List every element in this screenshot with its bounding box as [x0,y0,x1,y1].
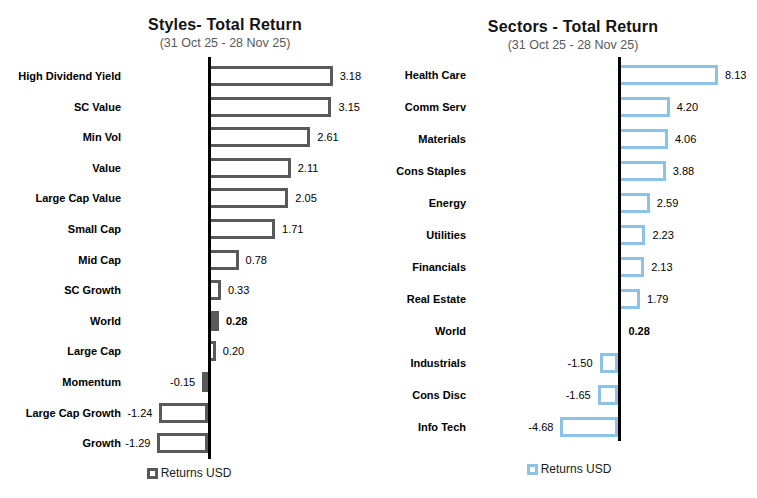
bar [618,289,640,309]
value-label: -1.24 [127,406,152,420]
value-label: 1.79 [647,292,668,306]
value-label: 1.71 [282,222,303,236]
value-label: 0.78 [246,253,267,267]
sectors-total-return-chart: Sectors - Total Return (31 Oct 25 - 28 N… [380,0,757,498]
bar [159,403,208,423]
bar [600,353,618,373]
category-label: Small Cap [0,222,121,236]
styles-total-return-chart: Styles- Total Return (31 Oct 25 - 28 Nov… [0,0,378,498]
bar [618,65,718,85]
category-label: Info Tech [380,420,466,434]
value-label: 3.18 [340,69,361,83]
bar [560,417,618,437]
category-label: SC Growth [0,283,121,297]
legend-label: Returns USD [541,462,612,476]
category-label: Energy [380,196,466,210]
category-label: Cons Staples [380,164,466,178]
legend: Returns USD [380,462,757,476]
value-label: 4.20 [677,100,698,114]
category-label: High Dividend Yield [0,69,121,83]
bar [157,433,208,453]
category-label: Value [0,161,121,175]
category-label: Large Cap Value [0,191,121,205]
value-label: -0.15 [170,375,195,389]
bar [598,385,618,405]
category-label: Industrials [380,356,466,370]
bar [208,66,333,86]
bar [618,97,670,117]
value-label: 2.05 [295,191,316,205]
value-label: 0.20 [223,344,244,358]
category-label: Financials [380,260,466,274]
value-axis-line [208,57,211,459]
category-label: Mid Cap [0,253,121,267]
value-label: 0.28 [628,324,649,338]
bar [208,97,331,117]
plot-area: Health Care 8.13 Comm Serv 4.20 Materials 4.0… [380,0,757,498]
value-label: -1.29 [125,436,150,450]
legend-swatch-icon [147,468,158,479]
value-label: 2.11 [298,161,319,175]
bar [618,225,645,245]
category-label: World [380,324,466,338]
value-label: 2.13 [651,260,672,274]
value-label: 8.13 [725,68,746,82]
category-label: Real Estate [380,292,466,306]
category-label: Health Care [380,68,466,82]
category-label: Momentum [0,375,121,389]
value-axis-line [618,57,621,441]
bar [618,193,650,213]
value-label: 4.06 [675,132,696,146]
report-canvas: Styles- Total Return (31 Oct 25 - 28 Nov… [0,0,757,498]
legend-label: Returns USD [161,466,232,480]
bar [618,161,666,181]
value-label: 2.23 [652,228,673,242]
category-label: Utilities [380,228,466,242]
category-label: Growth [0,436,121,450]
category-label: SC Value [0,100,121,114]
value-label: 3.88 [673,164,694,178]
value-label: 0.33 [228,283,249,297]
category-label: Materials [380,132,466,146]
category-label: World [0,314,121,328]
category-label: Min Vol [0,130,121,144]
bar [208,250,239,270]
category-label: Cons Disc [380,388,466,402]
value-label: -1.65 [566,388,591,402]
legend: Returns USD [0,466,378,480]
bar [208,158,291,178]
bar [618,257,644,277]
bar [208,219,275,239]
value-label: 3.15 [338,100,359,114]
value-label: 2.61 [317,130,338,144]
value-label: 2.59 [657,196,678,210]
value-label: 0.28 [226,314,247,328]
bar [618,129,668,149]
bar [208,127,310,147]
legend-swatch-icon [527,464,538,475]
category-label: Comm Serv [380,100,466,114]
value-label: -1.50 [567,356,592,370]
value-label: -4.68 [528,420,553,434]
bar [208,188,288,208]
category-label: Large Cap Growth [0,406,121,420]
category-label: Large Cap [0,344,121,358]
plot-area: High Dividend Yield 3.18 SC Value 3.15 Min V… [0,0,378,498]
